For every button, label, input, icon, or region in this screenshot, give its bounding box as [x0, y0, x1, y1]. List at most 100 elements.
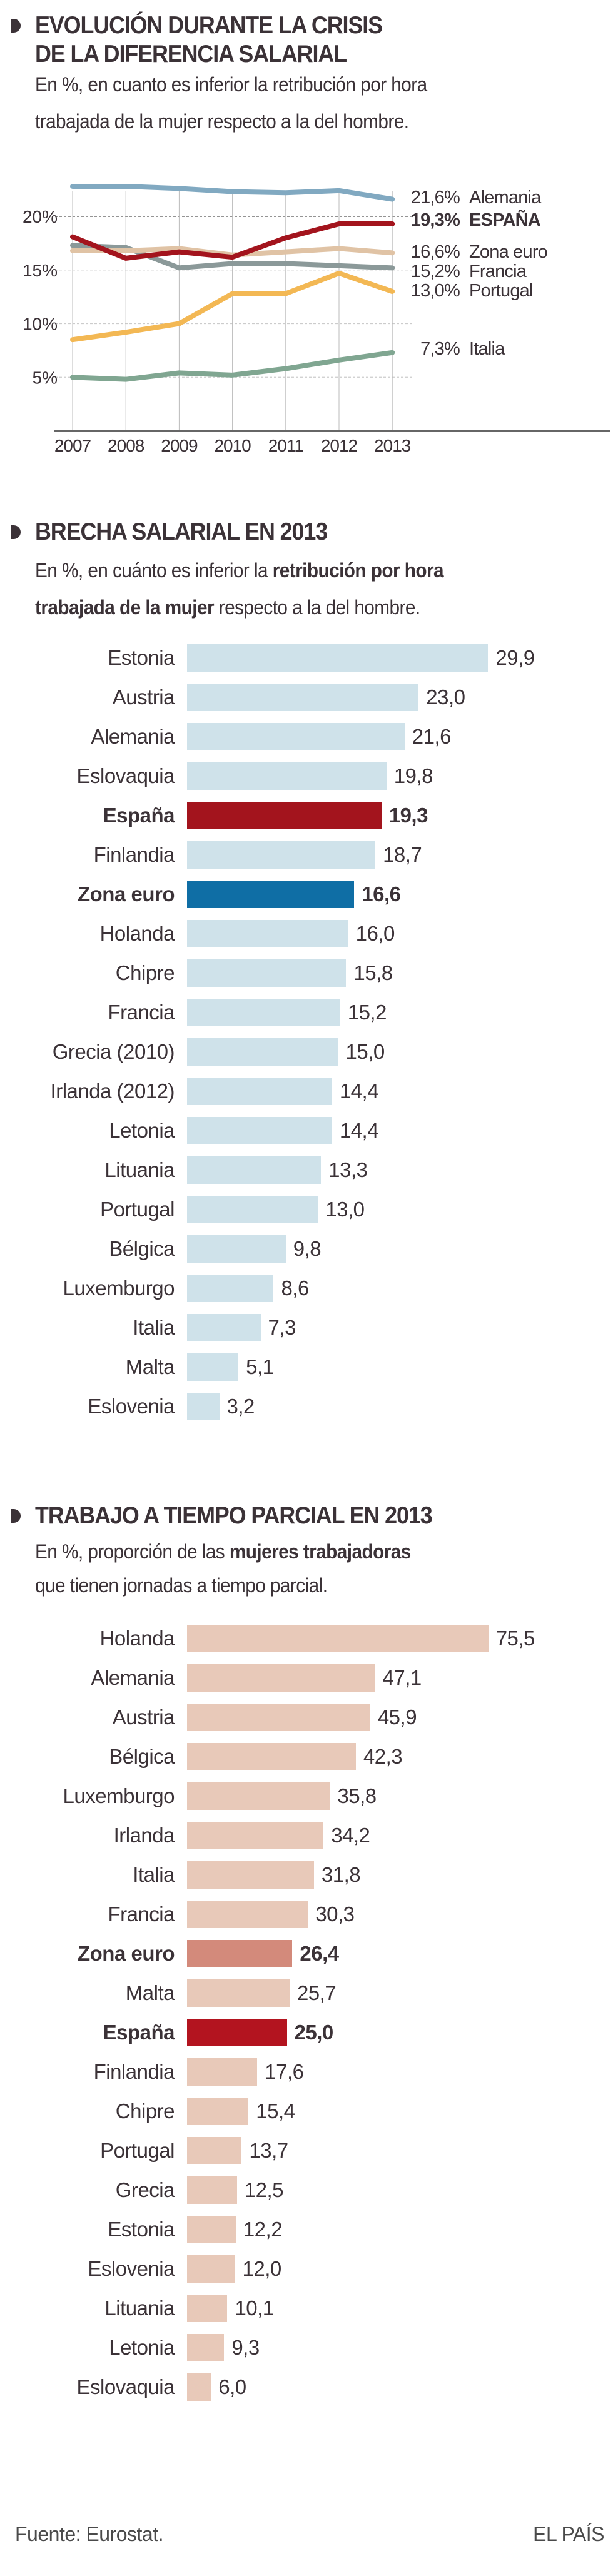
bar-category-label: Chipre — [115, 961, 175, 984]
bar-value-label: 34,2 — [331, 1824, 370, 1847]
bar-value-label: 23,0 — [426, 685, 465, 709]
legend-label: Francia — [469, 261, 527, 281]
line-chart-subtitle-line2: trabajada de la mujer respecto a la del … — [35, 110, 409, 133]
section-bullet-icon — [11, 19, 21, 33]
bar-category-label: Finlandia — [93, 2060, 175, 2083]
bar-value-label: 10,1 — [235, 2296, 274, 2320]
part-time-title: TRABAJO A TIEMPO PARCIAL EN 2013 — [35, 1502, 433, 1529]
bar-category-label: Holanda — [99, 922, 175, 945]
bar-category-label: Grecia (2010) — [52, 1040, 175, 1063]
line-chart: 5% 10% 15% 20% 2007 2008 2009 2010 2011 2012 2013 2… — [23, 183, 610, 455]
y-tick-label: 5% — [33, 368, 58, 387]
series-line-francia — [70, 243, 395, 271]
x-tick-label: 2011 — [268, 436, 304, 455]
bar — [187, 2334, 225, 2361]
bar-category-label: España — [103, 804, 175, 827]
part-time-subtitle-line2: que tienen jornadas a tiempo parcial. — [35, 1567, 328, 1604]
bar-value-label: 45,9 — [377, 1705, 417, 1729]
bar — [187, 1979, 290, 2007]
bar-category-label: Malta — [125, 1981, 175, 2004]
y-tick-label: 20% — [23, 207, 58, 226]
bar-value-label: 13,3 — [328, 1158, 368, 1181]
bar-value-label: 3,2 — [226, 1395, 255, 1418]
bar — [187, 1275, 274, 1302]
series-line-portugal — [70, 270, 395, 343]
bar-value-label: 17,6 — [265, 2060, 304, 2083]
subtitle-segment: retribución por hora — [272, 559, 444, 582]
bar — [187, 1235, 286, 1263]
series-line-alemania — [70, 183, 395, 202]
legend-label: Italia — [469, 339, 505, 359]
bar-category-label: España — [103, 2021, 175, 2044]
bar — [187, 802, 382, 829]
bar-value-label: 30,3 — [315, 1902, 355, 1926]
legend-label: Portugal — [469, 281, 533, 301]
subtitle-segment: En %, proporción de las — [35, 1540, 230, 1563]
bar — [187, 2058, 258, 2086]
bar — [187, 1156, 322, 1184]
bar — [187, 1353, 239, 1381]
bar — [187, 1664, 375, 1692]
bar-value-label: 19,8 — [393, 764, 433, 787]
bar-category-label: Austria — [112, 685, 175, 709]
bar-value-label: 8,6 — [281, 1276, 309, 1300]
wage-gap-subtitle-line2: trabajada de la mujer respecto a la del … — [35, 589, 420, 626]
subtitle-segment: mujeres trabajadoras — [229, 1540, 411, 1563]
bar — [187, 723, 405, 750]
bar-category-label: Eslovenia — [88, 2257, 175, 2280]
bar-category-label: Bélgica — [109, 1237, 175, 1260]
bar-value-label: 7,3 — [268, 1316, 296, 1339]
end-value-label: 7,3% — [420, 339, 460, 359]
bar-category-label: Holanda — [99, 1627, 175, 1650]
bar-category-label: Estonia — [108, 646, 175, 669]
bar-category-label: Estonia — [108, 2218, 175, 2241]
x-tick-label: 2013 — [374, 436, 411, 455]
bar-category-label: Luxemburgo — [63, 1276, 175, 1300]
bar-value-label: 13,0 — [325, 1198, 365, 1221]
y-tick-label: 10% — [23, 315, 58, 334]
bar — [187, 1901, 308, 1928]
bar — [187, 1822, 324, 1849]
bar — [187, 1782, 330, 1810]
bar-value-label: 12,0 — [242, 2257, 282, 2280]
bar — [187, 762, 387, 790]
bar-value-label: 25,0 — [294, 2021, 334, 2044]
bar-value-label: 5,1 — [246, 1355, 274, 1378]
bar-value-label: 31,8 — [321, 1863, 361, 1886]
subtitle-segment: respecto a la del hombre. — [214, 596, 420, 619]
bar-category-label: Zona euro — [77, 1942, 175, 1965]
bar-value-label: 15,8 — [353, 961, 393, 984]
bar-category-label: Alemania — [91, 725, 175, 748]
bar — [187, 2255, 235, 2283]
bar — [187, 1314, 261, 1341]
bar-value-label: 42,3 — [363, 1745, 403, 1768]
subtitle-segment: En %, en cuánto es inferior la — [35, 559, 273, 582]
bar — [187, 2137, 242, 2164]
bar-value-label: 16,0 — [355, 922, 395, 945]
bar — [187, 1940, 293, 1967]
source-note: Fuente: Eurostat. — [15, 2523, 163, 2545]
bar-category-label: Grecia — [115, 2178, 175, 2201]
end-value-label: 19,3% — [411, 210, 460, 230]
legend-label: Alemania — [469, 188, 542, 208]
bar — [187, 1196, 318, 1223]
bar-category-label: Letonia — [109, 1119, 175, 1142]
bar — [187, 1861, 314, 1889]
line-chart-title-line1: EVOLUCIÓN DURANTE LA CRISIS — [35, 12, 383, 39]
bar-value-label: 26,4 — [300, 1942, 339, 1965]
bar — [187, 841, 376, 869]
part-time-subtitle-line1: En %, proporción de las mujeres trabajad… — [35, 1533, 411, 1570]
x-tick-label: 2010 — [214, 436, 251, 455]
bar-value-label: 15,4 — [256, 2099, 295, 2123]
x-tick-label: 2009 — [161, 436, 198, 455]
bar-value-label: 6,0 — [218, 2375, 246, 2398]
bar-category-label: Luxemburgo — [63, 1784, 175, 1807]
bar-value-label: 14,4 — [339, 1079, 379, 1103]
bar-category-label: Portugal — [100, 2139, 175, 2162]
bar-category-label: Zona euro — [77, 882, 175, 906]
bar — [187, 920, 348, 947]
bar-category-label: Portugal — [100, 1198, 175, 1221]
line-chart-title-line2: DE LA DIFERENCIA SALARIAL — [35, 41, 347, 68]
subtitle-segment: que tienen jornadas a tiempo parcial. — [35, 1574, 328, 1597]
bar-category-label: Chipre — [115, 2099, 175, 2123]
